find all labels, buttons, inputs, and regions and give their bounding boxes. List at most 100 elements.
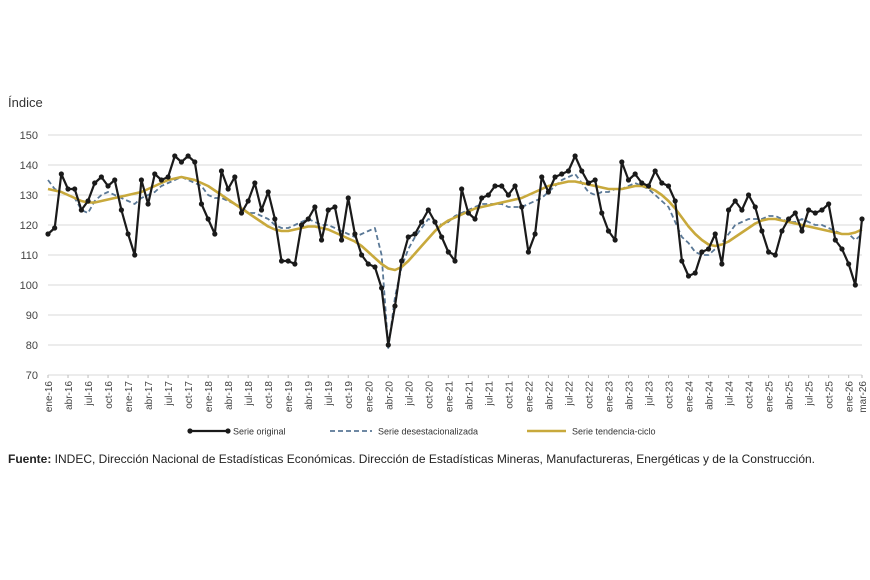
data-point: [392, 303, 398, 309]
data-point: [292, 261, 298, 267]
data-point: [665, 183, 672, 189]
x-tick-label: jul-17: [164, 381, 175, 407]
x-tick-label: ene-21: [444, 381, 455, 413]
legend-label: Serie desestacionalizada: [378, 427, 478, 437]
x-tick-label: ene-20: [364, 381, 375, 413]
data-point: [232, 174, 238, 180]
data-point: [725, 207, 732, 213]
x-tick-label: ene-26: [845, 381, 856, 413]
x-tick-label: jul-20: [404, 381, 415, 407]
x-tick-label: oct-25: [825, 381, 836, 409]
data-point: [185, 153, 191, 159]
data-point: [605, 228, 612, 234]
data-point: [218, 168, 225, 174]
data-point: [439, 234, 445, 240]
data-point: [325, 207, 331, 213]
data-point: [779, 228, 785, 234]
data-point: [479, 195, 485, 201]
data-point: [859, 216, 865, 222]
source-text: INDEC, Dirección Nacional de Estadística…: [51, 452, 816, 466]
data-point: [552, 174, 558, 180]
x-tick-label: ene-19: [284, 381, 295, 413]
x-tick-label: abr-23: [624, 381, 635, 410]
x-tick-label: jul-23: [644, 381, 655, 407]
data-point: [592, 177, 598, 183]
data-point: [786, 216, 792, 222]
data-point: [45, 231, 51, 237]
x-axis-ticks: ene-16 abr-16 jul-16 oct-16 ene-17 abr-17 jul-…: [44, 375, 869, 413]
data-point: [432, 219, 438, 225]
data-point: [826, 201, 832, 207]
data-point: [265, 189, 271, 195]
data-point: [118, 207, 124, 213]
data-point: [679, 258, 685, 264]
data-point: [839, 246, 845, 252]
data-point: [252, 180, 258, 186]
data-point: [132, 252, 138, 258]
data-point: [72, 186, 78, 192]
data-point: [445, 249, 451, 255]
x-tick-label: abr-18: [224, 381, 235, 410]
data-point: [625, 177, 632, 183]
data-point: [752, 204, 758, 210]
data-point: [92, 180, 98, 186]
data-point: [539, 174, 545, 180]
y-axis-label: Índice: [8, 95, 43, 110]
data-point: [485, 192, 491, 198]
data-point: [78, 207, 84, 213]
data-point: [58, 171, 64, 177]
data-point: [572, 153, 578, 159]
data-point: [318, 237, 325, 243]
data-point: [379, 285, 385, 291]
legend-marker: [225, 428, 231, 434]
y-axis-ticks: 70 80 90 100 110 120 130 140 150: [20, 130, 38, 382]
x-tick-label: jul-21: [484, 381, 495, 407]
x-tick-label: ene-16: [44, 381, 55, 413]
x-tick-label: ene-17: [124, 381, 135, 413]
x-tick-label: abr-17: [144, 381, 155, 410]
x-tick-label: abr-16: [64, 381, 75, 410]
data-point: [138, 177, 145, 183]
x-tick-label: mar-26: [858, 381, 869, 413]
legend-marker: [187, 428, 193, 434]
data-point: [812, 210, 818, 216]
x-tick-label: ene-22: [524, 381, 535, 413]
data-point: [225, 186, 231, 192]
data-point: [739, 207, 745, 213]
data-point: [632, 171, 638, 177]
y-tick-label: 150: [20, 130, 38, 142]
data-point: [559, 171, 565, 177]
x-tick-label: abr-20: [384, 381, 395, 410]
y-tick-label: 100: [20, 280, 38, 292]
data-point: [459, 186, 465, 192]
x-tick-label: oct-21: [504, 381, 515, 409]
x-tick-label: jul-16: [84, 381, 95, 407]
data-point: [372, 264, 378, 270]
data-point: [492, 183, 498, 189]
data-point: [125, 231, 131, 237]
y-tick-label: 110: [20, 250, 38, 262]
data-point: [332, 204, 338, 210]
data-point: [519, 204, 525, 210]
data-point: [192, 159, 198, 165]
data-point: [852, 282, 858, 288]
x-tick-label: oct-23: [665, 381, 676, 409]
data-point: [705, 246, 712, 252]
data-point: [245, 198, 251, 204]
x-tick-label: jul-25: [805, 381, 816, 407]
x-tick-label: oct-17: [184, 381, 195, 409]
x-tick-label: oct-16: [104, 381, 115, 409]
data-point: [178, 159, 185, 165]
data-point: [198, 201, 205, 207]
data-point: [105, 183, 111, 189]
data-point: [425, 207, 431, 213]
data-point: [385, 342, 391, 348]
y-tick-label: 120: [20, 220, 38, 232]
data-point: [312, 204, 318, 210]
series-lines: [45, 153, 865, 349]
data-point: [792, 210, 798, 216]
x-tick-label: jul-24: [725, 381, 736, 407]
x-tick-label: ene-25: [765, 381, 776, 413]
data-point: [719, 261, 725, 267]
